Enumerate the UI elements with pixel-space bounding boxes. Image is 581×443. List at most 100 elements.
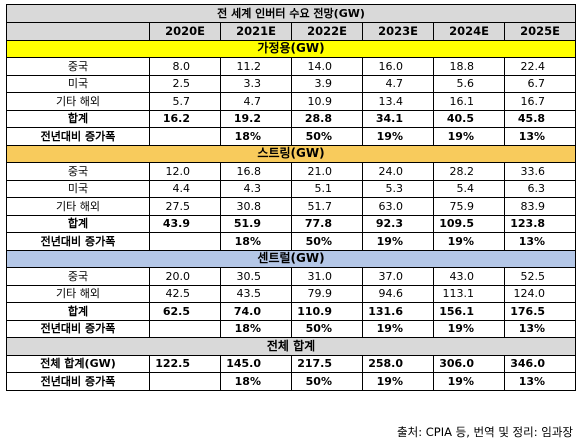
table-title: 전 세계 인버터 수요 전망(GW) <box>5 4 577 23</box>
value-cell: 34.1 <box>362 109 434 128</box>
value-cell: 4.7 <box>220 92 292 111</box>
value-cell: 43.5 <box>220 284 292 303</box>
value-cell: 346.0 <box>503 354 577 373</box>
value-cell: 43.0 <box>433 267 505 286</box>
row-label: 기타 해외 <box>6 197 150 216</box>
value-cell: 16.8 <box>220 162 292 181</box>
row-label: 기타 해외 <box>6 284 150 303</box>
data-row: 미국 2.5 3.3 3.9 4.7 5.6 6.7 <box>6 74 577 93</box>
value-cell: 22.4 <box>503 57 577 76</box>
total-sum-row: 전체 합계(GW) 122.5 145.0 217.5 258.0 306.0 346.0 <box>6 354 577 373</box>
value-cell: 37.0 <box>362 267 434 286</box>
year-header: 2020E <box>149 21 221 41</box>
value-cell: 4.7 <box>362 74 434 93</box>
source-note: 출처: CPIA 등, 번역 및 정리: 임과장 <box>397 425 573 439</box>
value-cell: 74.0 <box>220 302 292 321</box>
value-cell: 83.9 <box>503 197 577 216</box>
value-cell <box>149 372 221 391</box>
row-label: 기타 해외 <box>6 92 150 111</box>
value-cell: 51.7 <box>291 197 363 216</box>
value-cell: 63.0 <box>362 197 434 216</box>
title-row: 전 세계 인버터 수요 전망(GW) <box>5 4 577 23</box>
value-cell: 3.3 <box>220 74 292 93</box>
row-label: 전년대비 증가폭 <box>6 232 150 251</box>
value-cell: 51.9 <box>220 214 292 233</box>
value-cell: 24.0 <box>362 162 434 181</box>
value-cell: 13% <box>503 372 577 391</box>
row-label: 전체 합계(GW) <box>6 354 150 373</box>
value-cell: 75.9 <box>433 197 505 216</box>
value-cell: 42.5 <box>149 284 221 303</box>
year-header: 2024E <box>433 21 505 41</box>
sum-row: 합계 62.5 74.0 110.9 131.6 156.1 176.5 <box>6 302 577 321</box>
value-cell: 4.3 <box>220 179 292 198</box>
value-cell: 156.1 <box>433 302 505 321</box>
value-cell: 12.0 <box>149 162 221 181</box>
value-cell: 6.3 <box>503 179 577 198</box>
growth-row: 전년대비 증가폭 18% 50% 19% 19% 13% <box>6 232 577 251</box>
row-label: 전년대비 증가폭 <box>6 319 150 338</box>
value-cell: 21.0 <box>291 162 363 181</box>
value-cell: 30.8 <box>220 197 292 216</box>
value-cell: 50% <box>291 372 363 391</box>
value-cell: 19% <box>433 319 505 338</box>
data-row: 기타 해외 5.7 4.7 10.9 13.4 16.1 16.7 <box>6 92 577 111</box>
value-cell: 19% <box>362 232 434 251</box>
row-label: 전년대비 증가폭 <box>6 127 150 146</box>
value-cell: 6.7 <box>503 74 577 93</box>
year-header: 2021E <box>220 21 292 41</box>
value-cell: 20.0 <box>149 267 221 286</box>
value-cell <box>149 319 221 338</box>
value-cell: 18% <box>220 372 292 391</box>
value-cell: 16.1 <box>433 92 505 111</box>
data-row: 중국 12.0 16.8 21.0 24.0 28.2 33.6 <box>6 162 577 181</box>
data-row: 중국 8.0 11.2 14.0 16.0 18.8 22.4 <box>6 57 577 76</box>
value-cell: 18% <box>220 127 292 146</box>
row-label: 미국 <box>6 74 150 93</box>
value-cell: 124.0 <box>503 284 577 303</box>
data-row: 미국 4.4 4.3 5.1 5.3 5.4 6.3 <box>6 179 577 198</box>
section-title: 가정용(GW) <box>5 39 577 58</box>
year-header-row: 2020E 2021E 2022E 2023E 2024E 2025E <box>6 21 577 41</box>
value-cell: 10.9 <box>291 92 363 111</box>
value-cell: 19% <box>433 127 505 146</box>
value-cell: 40.5 <box>433 109 505 128</box>
value-cell: 50% <box>291 127 363 146</box>
row-label: 미국 <box>6 179 150 198</box>
section-header-row: 센트럴(GW) <box>5 249 577 268</box>
year-header-empty <box>6 21 150 41</box>
value-cell: 3.9 <box>291 74 363 93</box>
value-cell: 306.0 <box>433 354 505 373</box>
value-cell: 19% <box>433 372 505 391</box>
value-cell: 18% <box>220 232 292 251</box>
section-title: 스트링(GW) <box>5 144 577 163</box>
value-cell: 18.8 <box>433 57 505 76</box>
inverter-demand-table: 전 세계 인버터 수요 전망(GW) 2020E 2021E 2022E 202… <box>5 4 577 391</box>
row-label: 전년대비 증가폭 <box>6 372 150 391</box>
total-growth-row: 전년대비 증가폭 18% 50% 19% 19% 13% <box>6 372 577 391</box>
value-cell: 31.0 <box>291 267 363 286</box>
value-cell: 62.5 <box>149 302 221 321</box>
data-row: 기타 해외 27.5 30.8 51.7 63.0 75.9 83.9 <box>6 197 577 216</box>
value-cell <box>149 232 221 251</box>
section-header-row: 스트링(GW) <box>5 144 577 163</box>
value-cell: 110.9 <box>291 302 363 321</box>
value-cell: 2.5 <box>149 74 221 93</box>
value-cell: 258.0 <box>362 354 434 373</box>
value-cell <box>149 127 221 146</box>
value-cell: 4.4 <box>149 179 221 198</box>
value-cell: 14.0 <box>291 57 363 76</box>
value-cell: 8.0 <box>149 57 221 76</box>
value-cell: 19% <box>433 232 505 251</box>
row-label: 중국 <box>6 57 150 76</box>
value-cell: 28.2 <box>433 162 505 181</box>
value-cell: 11.2 <box>220 57 292 76</box>
value-cell: 19% <box>362 372 434 391</box>
value-cell: 19% <box>362 127 434 146</box>
value-cell: 43.9 <box>149 214 221 233</box>
value-cell: 123.8 <box>503 214 577 233</box>
value-cell: 5.7 <box>149 92 221 111</box>
row-label: 중국 <box>6 162 150 181</box>
year-header: 2023E <box>362 21 434 41</box>
